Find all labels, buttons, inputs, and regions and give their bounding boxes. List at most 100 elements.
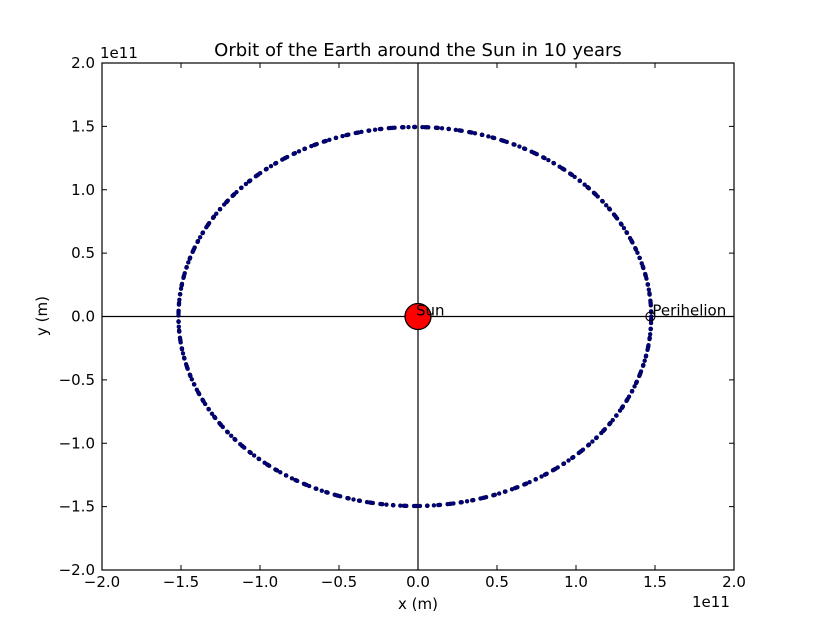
orbit-point (384, 502, 389, 507)
orbit-point (176, 309, 181, 315)
orbit-point (191, 382, 197, 387)
orbit-point (602, 427, 608, 432)
orbit-point (527, 479, 532, 485)
orbit-point (224, 199, 230, 204)
orbit-point (439, 126, 445, 131)
orbit-point (378, 501, 384, 507)
orbit-point (437, 502, 443, 508)
orbit-point (566, 458, 571, 463)
orbit-point (640, 265, 646, 270)
orbit-point (551, 160, 556, 166)
orbit-point (197, 235, 203, 240)
orbit-point (425, 503, 430, 508)
orbit-point (309, 143, 314, 149)
orbit-point (522, 146, 528, 151)
orbit-point (313, 486, 319, 491)
orbit-point (610, 417, 615, 423)
orbit-point (313, 142, 318, 147)
orbit-point (399, 125, 405, 130)
orbit-point (333, 135, 339, 141)
orbit-point (202, 401, 208, 407)
orbit-point (515, 485, 520, 490)
orbit-point (214, 211, 219, 216)
orbit-point (645, 282, 650, 287)
orbit-point (243, 181, 249, 187)
plot-area: Sun Perihelion (101, 62, 735, 571)
y-tick-label: −1.0 (59, 434, 95, 452)
orbit-point (431, 503, 437, 508)
orbit-point (220, 424, 225, 430)
orbit-point (600, 198, 605, 204)
orbit-point (486, 134, 491, 139)
orbit-point (195, 239, 200, 245)
orbit-point (291, 151, 296, 157)
orbit-point (420, 124, 425, 130)
orbit-point (571, 454, 576, 460)
orbit-point (209, 411, 215, 416)
orbit-point (225, 429, 230, 435)
orbit-point (522, 481, 528, 487)
orbit-point (607, 421, 612, 426)
orbit-point (620, 404, 626, 409)
orbit-point (561, 461, 566, 466)
orbit-point (541, 155, 546, 160)
orbit-point (642, 358, 647, 363)
orbit-point (178, 286, 184, 291)
x-axis-label: x (m) (398, 595, 438, 613)
orbit-point (639, 261, 644, 266)
orbit-point (511, 142, 516, 147)
perihelion-marker (645, 311, 656, 322)
orbit-point (302, 146, 307, 152)
orbit-point (340, 133, 345, 139)
orbit-point (546, 157, 551, 163)
orbit-point (634, 379, 639, 384)
orbit-point (544, 471, 549, 476)
orbit-point (642, 271, 648, 277)
orbit-point (253, 174, 259, 179)
orbit-point (303, 482, 308, 487)
y-tick-label: 1.5 (71, 117, 95, 135)
orbit-point (464, 499, 470, 504)
orbit-point (296, 149, 302, 154)
orbit-point (627, 235, 633, 241)
orbit-point (446, 126, 451, 132)
orbit-point (479, 132, 485, 137)
orbit-point (184, 265, 189, 270)
orbit-point (294, 478, 300, 484)
orbit-point (499, 137, 504, 143)
orbit-point (181, 275, 186, 281)
orbit-point (182, 356, 187, 361)
y-axis-label: y (m) (33, 296, 51, 336)
orbit-point (412, 124, 418, 130)
orbit-point (586, 185, 591, 190)
orbit-point (321, 139, 326, 144)
orbit-point (567, 171, 573, 176)
orbit-point (406, 124, 411, 130)
orbit-point (624, 230, 630, 235)
orbit-point (533, 477, 538, 482)
orbit-point (413, 503, 418, 509)
orbit-point (278, 470, 283, 475)
x-tick-label: 0.0 (406, 573, 430, 591)
orbit-point (404, 503, 409, 509)
orbit-point (433, 125, 439, 130)
orbit-point (319, 488, 325, 493)
x-tick-label: 2.0 (722, 573, 746, 591)
orbit-point (233, 437, 238, 442)
orbit-point (471, 497, 476, 503)
orbit-point (187, 255, 193, 261)
orbit-point (190, 249, 195, 255)
orbit-point (179, 282, 185, 287)
orbit-point (638, 369, 644, 374)
sun-marker (404, 302, 432, 331)
orbit-point (629, 389, 635, 394)
orbit-point (267, 463, 272, 468)
x-tick-label: −0.5 (321, 573, 357, 591)
orbit-point (186, 260, 191, 265)
orbit-point (458, 500, 464, 505)
orbit-point (424, 125, 429, 130)
orbit-point (378, 126, 384, 132)
orbit-point (582, 182, 587, 187)
orbit-point (577, 178, 582, 183)
